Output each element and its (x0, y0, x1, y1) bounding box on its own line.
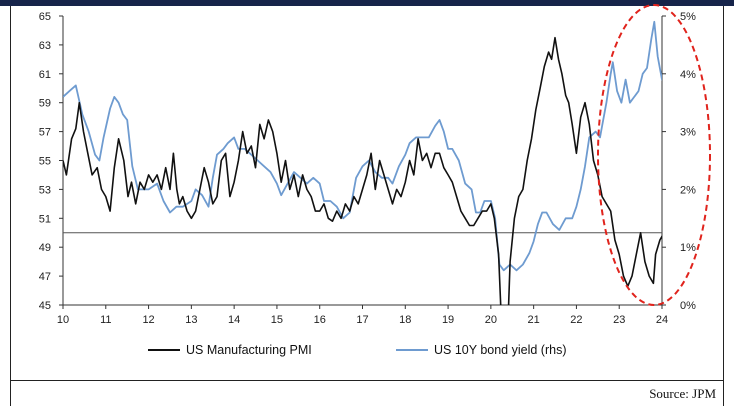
right-tick-label: 1% (680, 242, 696, 254)
legend-label-yield: US 10Y bond yield (rhs) (434, 343, 566, 357)
x-tick-label: 24 (656, 314, 668, 326)
x-tick-label: 21 (528, 314, 540, 326)
source-note: Source: JPM (649, 386, 716, 401)
right-tick-label: 4% (680, 69, 696, 81)
frame-left-border (10, 6, 11, 406)
highlight-dashed-ellipse (597, 4, 711, 306)
left-tick-label: 45 (39, 300, 51, 312)
legend-label-pmi: US Manufacturing PMI (186, 343, 312, 357)
left-tick-label: 53 (39, 184, 51, 196)
left-tick-label: 61 (39, 69, 51, 81)
left-tick-label: 49 (39, 242, 51, 254)
left-tick-label: 57 (39, 127, 51, 139)
x-tick-label: 13 (185, 314, 197, 326)
right-tick-label: 5% (680, 11, 696, 23)
left-tick-label: 51 (39, 213, 51, 225)
x-tick-label: 18 (399, 314, 411, 326)
x-tick-label: 15 (271, 314, 283, 326)
frame-right-border (723, 6, 724, 406)
right-tick-label: 3% (680, 127, 696, 139)
left-tick-label: 47 (39, 271, 51, 283)
x-tick-label: 14 (228, 314, 240, 326)
x-tick-label: 22 (570, 314, 582, 326)
right-tick-label: 0% (680, 300, 696, 312)
left-tick-label: 55 (39, 156, 51, 168)
series-line-pmi (63, 36, 662, 305)
top-bar (0, 0, 734, 6)
left-tick-label: 63 (39, 40, 51, 52)
left-tick-label: 65 (39, 11, 51, 23)
source-divider (10, 380, 724, 381)
x-tick-label: 16 (314, 314, 326, 326)
x-tick-label: 10 (57, 314, 69, 326)
x-tick-label: 11 (100, 314, 111, 326)
x-tick-label: 20 (485, 314, 497, 326)
series-line-yield (63, 20, 662, 272)
left-tick-label: 59 (39, 98, 51, 110)
right-tick-label: 2% (680, 184, 696, 196)
x-tick-label: 17 (356, 314, 368, 326)
x-tick-label: 23 (613, 314, 625, 326)
x-tick-label: 12 (142, 314, 154, 326)
x-tick-label: 19 (442, 314, 454, 326)
